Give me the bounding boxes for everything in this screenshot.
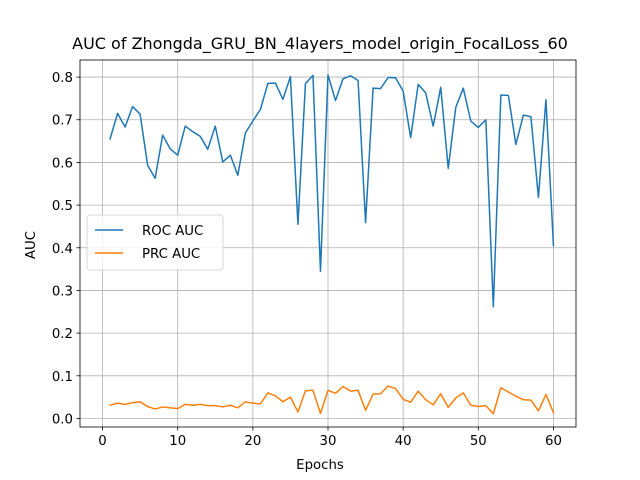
y-tick-label: 0.8	[52, 71, 73, 86]
y-tick-label: 0.4	[52, 242, 73, 257]
y-tick-label: 0.3	[52, 284, 73, 299]
axis-ticks: 0 10 20 30 40 50 60 0.0 0.1 0.2 0.3 0.4 0.5 0.6 0.7 0.8	[52, 71, 562, 449]
x-tick-label: 40	[395, 434, 412, 449]
x-axis-label: Epochs	[296, 458, 344, 473]
x-tick-label: 60	[545, 434, 562, 449]
x-tick-label: 20	[244, 434, 261, 449]
prc-auc-series-line	[109, 385, 555, 415]
legend-box	[86, 214, 224, 271]
x-tick-label: 0	[98, 434, 106, 449]
y-tick-label: 0.1	[52, 370, 73, 385]
x-tick-label: 30	[320, 434, 337, 449]
legend-label-roc: ROC AUC	[142, 224, 203, 239]
y-tick-label: 0.2	[52, 327, 73, 342]
legend: ROC AUC PRC AUC	[86, 214, 224, 271]
roc-auc-series-line	[109, 74, 555, 308]
y-axis-label: AUC	[24, 231, 39, 259]
x-tick-label: 50	[470, 434, 487, 449]
y-tick-label: 0.6	[52, 156, 73, 171]
y-tick-label: 0.0	[52, 412, 73, 427]
y-tick-label: 0.5	[52, 199, 73, 214]
x-tick-label: 10	[169, 434, 186, 449]
chart-title: AUC of Zhongda_GRU_BN_4layers_model_orig…	[72, 34, 568, 54]
y-tick-label: 0.7	[52, 114, 73, 129]
legend-label-prc: PRC AUC	[142, 247, 200, 262]
series-lines	[109, 74, 555, 415]
